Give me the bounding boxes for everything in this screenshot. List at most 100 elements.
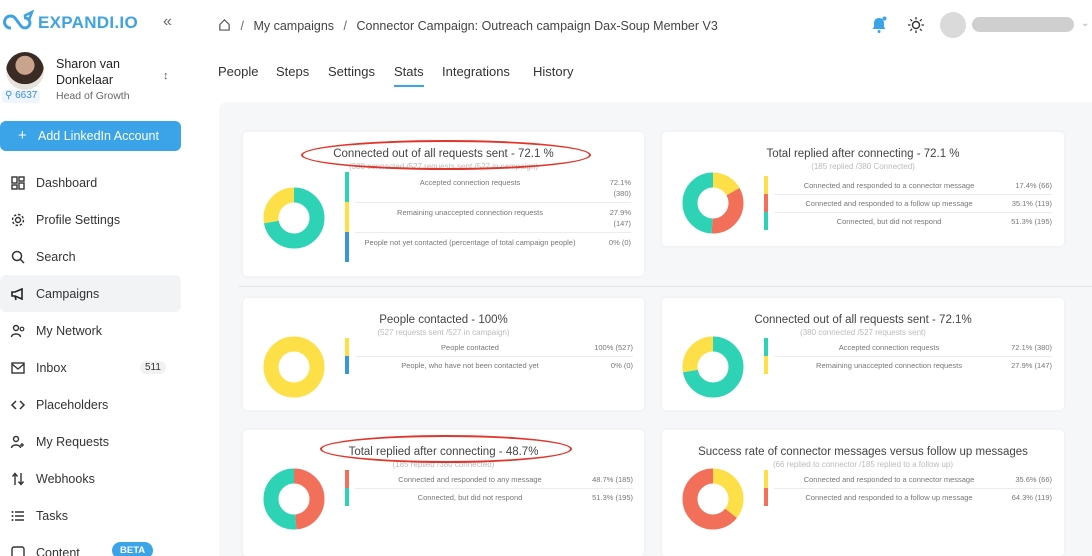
card-title: People contacted - 100% bbox=[379, 314, 508, 326]
sidebar: EXPANDI.IO « ⚲ 6637 Sharon van Donkelaar… bbox=[0, 0, 192, 556]
card-subtitle: (185 replied /380 connected) bbox=[392, 460, 495, 469]
sidebar-item-dashboard[interactable]: Dashboard bbox=[0, 164, 181, 201]
donut-svg bbox=[682, 468, 744, 530]
inbox-icon bbox=[11, 362, 25, 374]
user-plus-icon bbox=[10, 435, 24, 449]
stat-card: Total replied after connecting - 72.1 % … bbox=[662, 132, 1064, 246]
row-label: People contacted bbox=[441, 343, 499, 352]
tab-history[interactable]: History bbox=[533, 64, 574, 79]
donut-chart bbox=[263, 336, 325, 398]
highlight-oval bbox=[320, 435, 572, 463]
search-icon bbox=[11, 250, 25, 264]
card-title: Total replied after connecting - 72.1 % bbox=[766, 148, 960, 160]
donut-segment-1 bbox=[263, 187, 325, 249]
row-divider bbox=[355, 232, 631, 233]
sidebar-item-webhooks[interactable]: Webhooks bbox=[0, 460, 181, 497]
sidebar-item-my-network[interactable]: My Network bbox=[0, 312, 181, 349]
legend-bar-yellow bbox=[764, 356, 768, 374]
gear-icon bbox=[11, 213, 25, 227]
row-value: 17.4% (66) bbox=[1015, 181, 1052, 190]
code-icon bbox=[10, 400, 26, 410]
tab-settings[interactable]: Settings bbox=[328, 64, 375, 79]
donut-segment-0 bbox=[263, 336, 325, 398]
row-label: People, who have not been contacted yet bbox=[401, 361, 539, 370]
sidebar-item-campaigns[interactable]: Campaigns bbox=[0, 275, 181, 312]
row-value: 35.1% (119) bbox=[1011, 199, 1052, 208]
header: / My campaigns / Connector Campaign: Out… bbox=[192, 0, 1092, 96]
row-label: Remaining unaccepted connection requests bbox=[397, 208, 543, 217]
row-value: 100% (527) bbox=[594, 343, 633, 352]
avatar bbox=[6, 52, 44, 90]
row-value: 72.1% (380) bbox=[609, 178, 631, 198]
donut-segment-2 bbox=[682, 172, 744, 234]
sidebar-item-tasks[interactable]: Tasks bbox=[0, 497, 181, 534]
tab-steps[interactable]: Steps bbox=[276, 64, 310, 79]
home-icon[interactable] bbox=[218, 18, 231, 31]
row-value: 27.9% (147) bbox=[609, 208, 631, 228]
sidebar-item-content[interactable]: Content BETA bbox=[0, 534, 181, 556]
profile-name: Sharon van Donkelaar bbox=[56, 57, 120, 87]
section-divider bbox=[239, 286, 1092, 287]
card-subtitle: (380 connected /527 requests sent) bbox=[800, 328, 926, 337]
sidebar-item-profile-settings[interactable]: Profile Settings bbox=[0, 201, 181, 238]
row-label: Remaining unaccepted connection requests bbox=[816, 361, 962, 370]
bell-icon[interactable] bbox=[870, 16, 888, 34]
row-label: Connected and responded to a connector m… bbox=[803, 475, 975, 484]
legend-bar-teal bbox=[345, 488, 349, 506]
row-divider bbox=[355, 202, 631, 203]
stat-card: People contacted - 100% (527 requests se… bbox=[243, 298, 644, 410]
legend-bar-teal bbox=[345, 172, 349, 202]
row-value: 35.6% (66) bbox=[1015, 475, 1052, 484]
row-label: Connected and responded to any message bbox=[398, 475, 542, 484]
network-icon bbox=[10, 324, 25, 338]
beta-badge: BETA bbox=[112, 542, 154, 556]
logo[interactable]: EXPANDI.IO « bbox=[0, 10, 192, 34]
stat-card: Success rate of connector messages versu… bbox=[662, 430, 1064, 556]
add-linkedin-account-button[interactable]: + Add LinkedIn Account bbox=[0, 121, 181, 151]
legend-bar-yellow bbox=[345, 202, 349, 232]
row-value: 0% (0) bbox=[608, 238, 631, 247]
donut-chart bbox=[682, 468, 744, 530]
logo-text: EXPANDI.IO bbox=[38, 13, 138, 32]
chevron-updown-icon: ↕ bbox=[163, 70, 169, 82]
card-subtitle: (527 requests sent /527 in campaign) bbox=[377, 328, 510, 337]
legend-bar-coral bbox=[345, 470, 349, 488]
row-label: Connected, but did not respond bbox=[836, 217, 942, 226]
legend-bar-teal bbox=[764, 212, 768, 230]
row-divider bbox=[774, 488, 1052, 489]
connections-count: ⚲ 6637 bbox=[2, 90, 41, 103]
donut-chart bbox=[263, 468, 325, 530]
row-divider bbox=[355, 488, 633, 489]
collapse-sidebar-icon[interactable]: « bbox=[163, 13, 172, 30]
sidebar-item-inbox[interactable]: Inbox 511 bbox=[0, 349, 181, 386]
theme-toggle-icon[interactable] bbox=[907, 16, 925, 34]
user-avatar[interactable] bbox=[940, 12, 966, 38]
row-value: 0% (0) bbox=[610, 361, 633, 370]
breadcrumb-my-campaigns[interactable]: My campaigns bbox=[253, 19, 335, 33]
legend-bar-yellow bbox=[345, 338, 349, 356]
tab-people[interactable]: People bbox=[218, 64, 259, 79]
donut-svg bbox=[263, 468, 325, 530]
sidebar-item-search[interactable]: Search bbox=[0, 238, 181, 275]
profile-role: Head of Growth bbox=[56, 90, 130, 102]
legend-bar-blue bbox=[345, 356, 349, 374]
user-name-redacted[interactable] bbox=[972, 17, 1074, 32]
tab-stats[interactable]: Stats bbox=[394, 64, 424, 87]
row-value: 48.7% (185) bbox=[592, 475, 633, 484]
chevron-down-icon[interactable]: ⌄ bbox=[1081, 18, 1090, 29]
legend-bar-teal bbox=[764, 338, 768, 356]
plus-icon: + bbox=[18, 127, 27, 144]
row-divider bbox=[774, 194, 1052, 195]
highlight-oval bbox=[301, 140, 591, 170]
inbox-count-badge: 511 bbox=[140, 361, 166, 374]
card-subtitle: (185 replied /380 Connected) bbox=[811, 162, 915, 171]
tab-integrations[interactable]: Integrations bbox=[442, 64, 510, 79]
sidebar-item-placeholders[interactable]: Placeholders bbox=[0, 386, 181, 423]
profile-switcher[interactable]: ⚲ 6637 Sharon van Donkelaar Head of Grow… bbox=[0, 50, 192, 106]
donut-chart bbox=[682, 336, 744, 398]
row-divider bbox=[774, 212, 1052, 213]
row-label: Connected and responded to a connector m… bbox=[803, 181, 975, 190]
arrows-icon bbox=[11, 472, 25, 486]
row-divider bbox=[774, 356, 1052, 357]
sidebar-item-my-requests[interactable]: My Requests bbox=[0, 423, 181, 460]
